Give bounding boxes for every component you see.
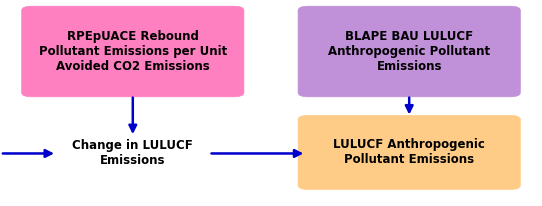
FancyBboxPatch shape: [298, 6, 520, 97]
Text: BLAPE BAU LULUCF
Anthropogenic Pollutant
Emissions: BLAPE BAU LULUCF Anthropogenic Pollutant…: [328, 30, 491, 73]
Text: Change in LULUCF
Emissions: Change in LULUCF Emissions: [73, 139, 193, 167]
Text: RPEpUACE Rebound
Pollutant Emissions per Unit
Avoided CO2 Emissions: RPEpUACE Rebound Pollutant Emissions per…: [38, 30, 227, 73]
Text: LULUCF Anthropogenic
Pollutant Emissions: LULUCF Anthropogenic Pollutant Emissions: [333, 138, 485, 166]
FancyBboxPatch shape: [298, 115, 520, 190]
FancyBboxPatch shape: [22, 6, 244, 97]
